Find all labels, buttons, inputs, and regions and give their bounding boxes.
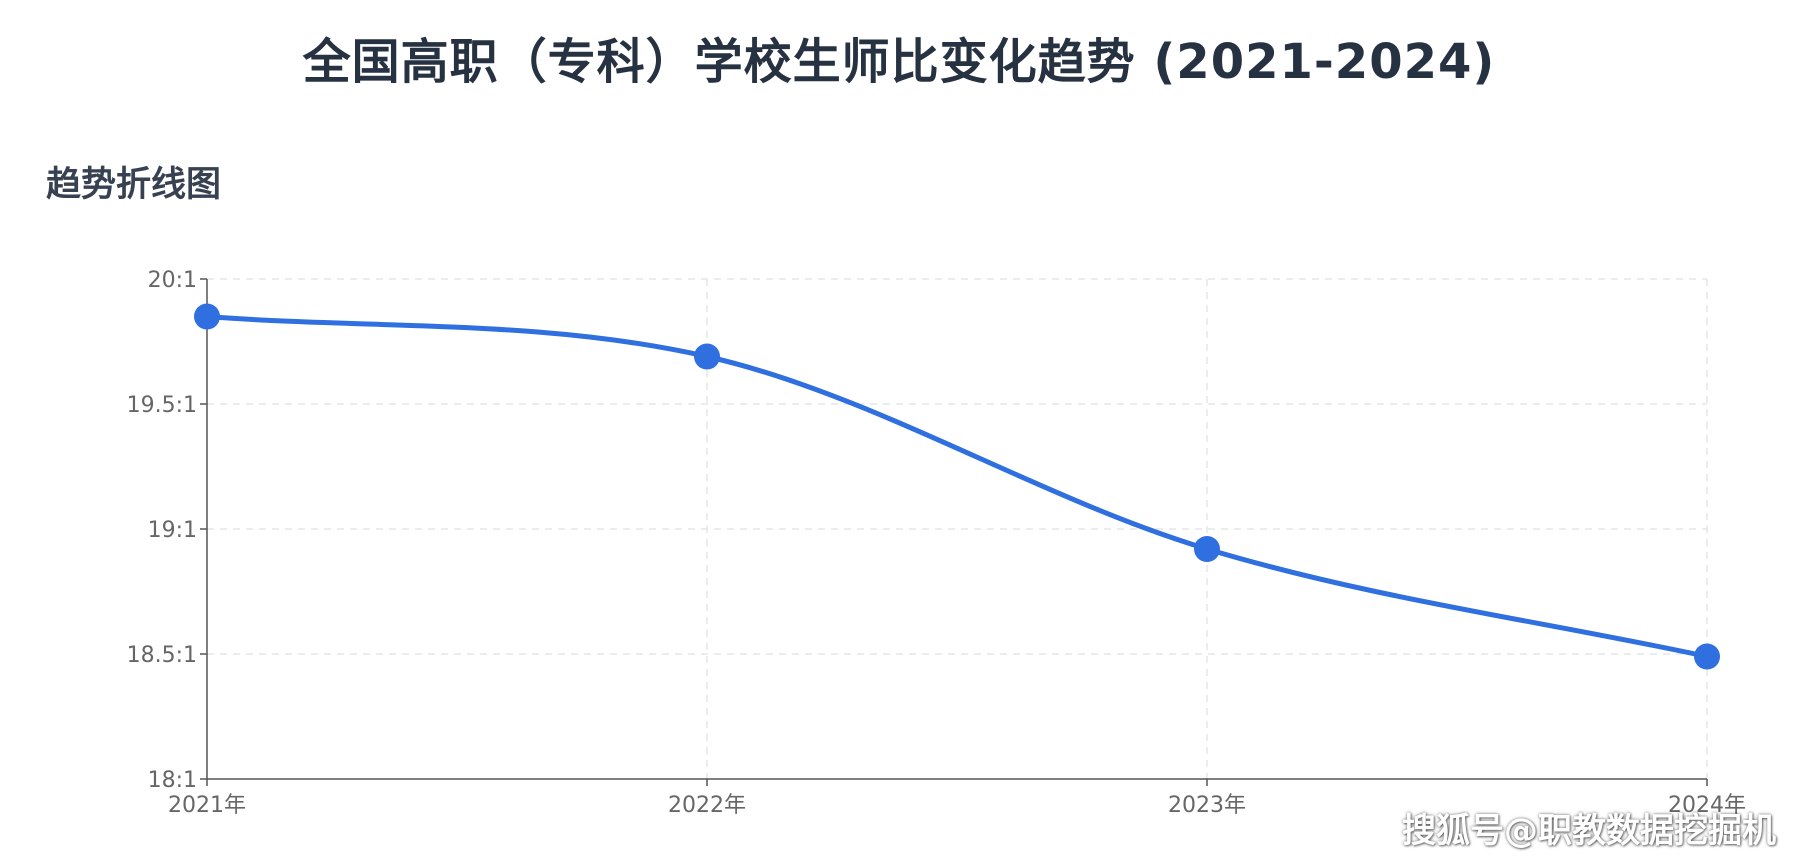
- watermark-text: 搜狐号@职教数据挖掘机: [1402, 811, 1776, 851]
- data-points-group: [194, 303, 1720, 670]
- y-tick-label: 19:1: [148, 518, 197, 543]
- tick-labels-group: 18:1 18.5:1 19:1 19.5:1 20:1 2021年 2022年 2023年 2…: [127, 268, 1746, 818]
- x-tick-label: 2022年: [668, 793, 746, 818]
- data-point: [694, 343, 720, 370]
- page-title: 全国高职（专科）学校生师比变化趋势 (2021-2024): [302, 34, 1496, 90]
- x-tick-label: 2023年: [1168, 793, 1246, 818]
- y-tick-label: 18.5:1: [127, 643, 197, 668]
- section-title: 趋势折线图: [46, 165, 222, 205]
- y-tick-label: 20:1: [148, 268, 197, 293]
- x-tick-label: 2024年: [1668, 793, 1746, 818]
- grid-lines: [207, 278, 1708, 779]
- series-line: [204, 314, 1710, 659]
- x-tick-label: 2021年: [168, 793, 246, 818]
- y-tick-label: 19.5:1: [127, 393, 197, 418]
- data-point: [1694, 643, 1720, 670]
- series-line-group: [204, 314, 1710, 659]
- axes: [200, 278, 1708, 786]
- data-point: [1194, 536, 1220, 562]
- data-point: [194, 303, 220, 330]
- y-tick-label: 18:1: [148, 768, 197, 793]
